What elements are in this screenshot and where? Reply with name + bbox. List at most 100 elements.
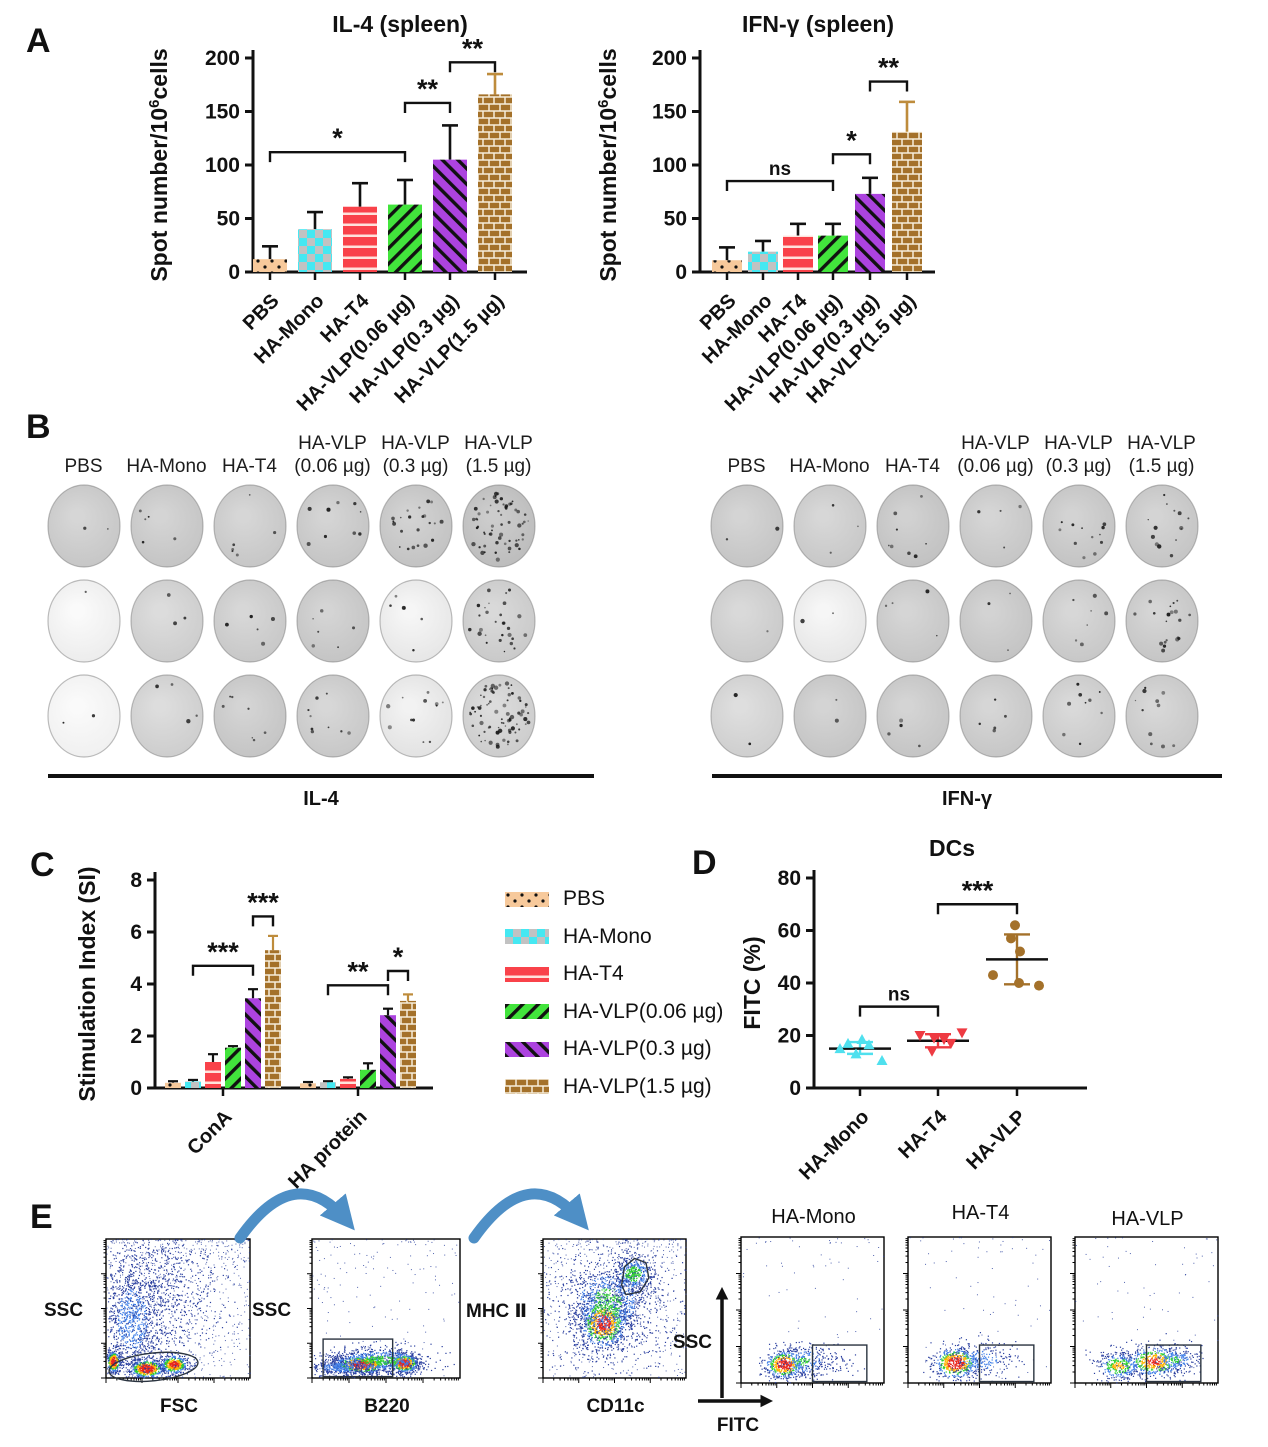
flow-plot-mhc2-cd11c (536, 1238, 688, 1385)
il4-spleen-bar-chart: 0 50 100 150 200 Spot number/106cells IL-4 (sp… (146, 11, 527, 416)
elispot-well-canvas (958, 483, 1033, 568)
elispot-well-canvas (792, 483, 867, 568)
svg-text:40: 40 (778, 972, 801, 995)
elispot-well (42, 573, 125, 668)
elispot-well-canvas (461, 483, 536, 568)
elispot-well (1120, 573, 1203, 668)
elispot-well (291, 478, 374, 573)
elispot-well-canvas (958, 673, 1033, 758)
elispot-well (871, 573, 954, 668)
svg-text:200: 200 (652, 47, 687, 70)
panel-d-label: D (692, 844, 717, 882)
svg-text:60: 60 (778, 920, 801, 943)
elispot-well-canvas (792, 578, 867, 663)
flow-plot-ha-t4 (901, 1236, 1053, 1390)
svg-text:***: *** (207, 937, 239, 967)
legend-swatch (505, 1079, 549, 1094)
elispot-well (42, 478, 125, 573)
svg-text:**: ** (878, 53, 900, 83)
svg-text:HA-VLP: HA-VLP (962, 1106, 1030, 1174)
elispot-well-canvas (792, 673, 867, 758)
elispot-block-il4: PBS HA-Mono HA-T4 HA-VLP (0.06 µg) HA-VLP (0.3… (42, 420, 540, 763)
svg-text:50: 50 (664, 208, 687, 231)
chart-legend: PBS HA-Mono HA-T4 HA-VLP(0.06 µg) HA-VLP(0.3… (505, 884, 723, 1109)
legend-swatch (505, 1004, 549, 1019)
well-grid (705, 478, 1203, 763)
elispot-well-canvas (295, 673, 370, 758)
elispot-well (954, 478, 1037, 573)
elispot-well-canvas (1041, 673, 1116, 758)
elispot-well (125, 668, 208, 763)
svg-text:***: *** (962, 875, 994, 905)
column-label-3: HA-VLP (0.06 µg) (957, 433, 1034, 477)
elispot-well-canvas (212, 673, 287, 758)
svg-text:FITC (%): FITC (%) (739, 936, 765, 1029)
elispot-well (871, 478, 954, 573)
elispot-well-canvas (378, 483, 453, 568)
legend-item-4: HA-VLP(0.3 µg) (505, 1034, 723, 1064)
elispot-well (125, 573, 208, 668)
elispot-well (208, 668, 291, 763)
legend-label: HA-VLP(1.5 µg) (563, 1074, 712, 1098)
svg-text:ns: ns (888, 985, 910, 1006)
legend-label: HA-Mono (563, 924, 652, 948)
legend-item-5: HA-VLP(1.5 µg) (505, 1072, 723, 1102)
elispot-well (374, 573, 457, 668)
svg-text:0: 0 (675, 261, 687, 284)
svg-text:**: ** (417, 74, 439, 104)
column-label-2: HA-T4 (222, 456, 277, 477)
gating-arrow-2 (468, 1188, 589, 1244)
column-label-4: HA-VLP (0.3 µg) (381, 433, 450, 477)
elispot-well (291, 573, 374, 668)
svg-text:*: * (332, 123, 343, 153)
elispot-well-canvas (875, 673, 950, 758)
svg-text:0: 0 (130, 1077, 142, 1100)
svg-text:8: 8 (130, 869, 142, 892)
elispot-well (1037, 478, 1120, 573)
il4-block-label: IL-4 (303, 788, 339, 810)
elispot-well (954, 668, 1037, 763)
svg-text:DCs: DCs (929, 835, 975, 861)
svg-text:100: 100 (652, 154, 687, 177)
elispot-block-ifng: PBS HA-Mono HA-T4 HA-VLP (0.06 µg) HA-VLP (0.3… (705, 420, 1203, 763)
elispot-well (788, 668, 871, 763)
elispot-well (457, 668, 540, 763)
elispot-well-canvas (1124, 673, 1199, 758)
svg-text:*: * (393, 942, 404, 972)
svg-text:ConA: ConA (183, 1106, 236, 1159)
elispot-well (374, 668, 457, 763)
elispot-well (1037, 573, 1120, 668)
flow2-xlabel: B220 (364, 1396, 410, 1417)
flow-plot-ssc-fsc (99, 1238, 252, 1385)
elispot-well-canvas (378, 673, 453, 758)
ssc-fitc-axis-arrows (698, 1286, 774, 1408)
column-label-5: HA-VLP (1.5 µg) (464, 433, 533, 477)
panel-c-label: C (30, 846, 55, 884)
flow3-xlabel: CD11c (586, 1396, 645, 1417)
elispot-well-canvas (875, 578, 950, 663)
elispot-well-canvas (129, 483, 204, 568)
elispot-well-canvas (1041, 483, 1116, 568)
elispot-well-canvas (1124, 578, 1199, 663)
elispot-well (1120, 478, 1203, 573)
legend-swatch (505, 929, 549, 944)
column-label-1: HA-Mono (126, 456, 207, 477)
small-plot3-title: HA-VLP (1111, 1208, 1184, 1230)
legend-label: HA-VLP(0.3 µg) (563, 1037, 712, 1060)
elispot-well-canvas (875, 483, 950, 568)
elispot-well (788, 573, 871, 668)
svg-text:6: 6 (130, 921, 142, 944)
column-labels: PBS HA-Mono HA-T4 HA-VLP (0.06 µg) HA-VLP (0.3… (42, 420, 540, 478)
elispot-well-canvas (461, 578, 536, 663)
elispot-well (705, 478, 788, 573)
svg-text:200: 200 (205, 47, 240, 70)
panel-a-label: A (26, 22, 51, 60)
svg-text:100: 100 (205, 154, 240, 177)
legend-item-3: HA-VLP(0.06 µg) (505, 997, 723, 1027)
elispot-well (954, 573, 1037, 668)
elispot-well-canvas (295, 578, 370, 663)
column-label-3: HA-VLP (0.06 µg) (294, 433, 371, 477)
flow1-ylabel: SSC (44, 1300, 84, 1321)
legend-swatch (505, 966, 549, 982)
